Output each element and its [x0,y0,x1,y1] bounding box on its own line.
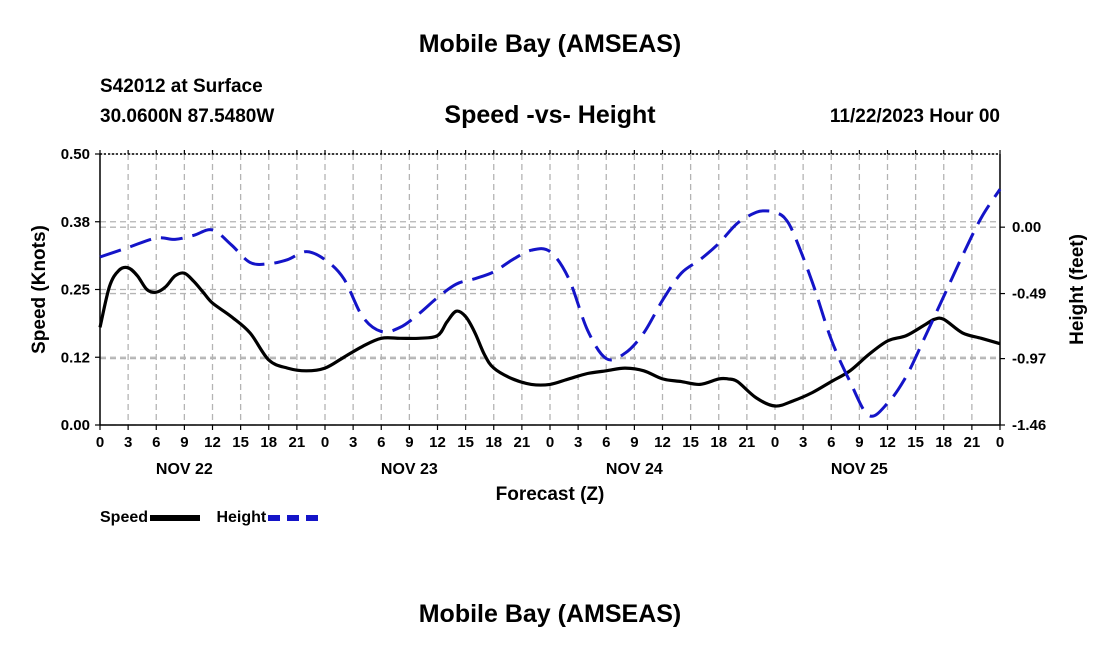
next-chart-title: Mobile Bay (AMSEAS) [418,600,682,628]
x-tick-label: 0 [321,434,329,451]
x-tick-label: 9 [180,434,188,451]
x-tick-label: 9 [855,434,863,451]
x-day-label: NOV 23 [381,461,438,478]
x-tick-label: 18 [710,434,727,451]
x-tick-label: 18 [260,434,277,451]
station-label: S42012 at Surface [100,76,263,97]
x-tick-label: 0 [996,434,1004,451]
x-tick-label: 9 [630,434,638,451]
y-tick-label: 0.12 [61,349,90,366]
x-tick-label: 15 [907,434,924,451]
x-tick-label: 15 [457,434,474,451]
x-tick-label: 18 [485,434,502,451]
height-series-line [99,188,1002,418]
y-tick-label: 0.38 [61,214,90,231]
x-tick-label: 6 [152,434,160,451]
x-tick-label: 15 [682,434,699,451]
chart-legend: Speed Height [100,509,330,527]
y2-tick-label: -0.97 [1012,351,1046,368]
x-tick-label: 0 [546,434,554,451]
forecast-datetime: 11/22/2023 Hour 00 [829,106,1000,127]
y2-tick-label: -1.46 [1012,417,1046,434]
x-tick-label: 6 [377,434,385,451]
station-coordinates: 30.0600N 87.5480W [100,106,275,127]
chart-subtitle: Speed -vs- Height [444,101,656,129]
y2-tick-label: -0.49 [1012,286,1046,303]
x-tick-label: 3 [124,434,132,451]
legend-height-swatch [268,515,319,521]
y-tick-label: 0.00 [61,417,90,434]
legend-speed-swatch [150,515,201,521]
legend-speed-label: Speed [100,509,149,526]
x-tick-label: 15 [232,434,249,451]
x-tick-label: 21 [514,434,531,451]
y-tick-label: 0.25 [61,282,90,299]
x-axis-title: Forecast (Z) [496,484,605,505]
y-tick-label: 0.50 [61,146,90,163]
x-tick-label: 12 [654,434,671,451]
x-tick-label: 0 [771,434,779,451]
speed-series-line [98,265,1001,408]
x-tick-label: 6 [827,434,835,451]
x-tick-label: 12 [204,434,221,451]
x-day-label: NOV 22 [156,461,213,478]
x-tick-label: 12 [429,434,446,451]
y2-tick-label: 0.00 [1012,219,1041,236]
x-tick-label: 6 [602,434,610,451]
x-tick-label: 18 [935,434,952,451]
x-tick-label: 3 [349,434,357,451]
x-tick-label: 21 [289,434,306,451]
legend-height-label: Height [216,509,267,526]
chart-main-title: Mobile Bay (AMSEAS) [418,30,682,58]
x-tick-label: 21 [739,434,756,451]
y-axis-title: Speed (Knots) [29,225,50,354]
x-tick-label: 9 [405,434,413,451]
y2-axis-title: Height (feet) [1067,234,1088,345]
x-tick-label: 12 [879,434,896,451]
x-tick-label: 3 [574,434,582,451]
x-tick-label: 0 [96,434,104,451]
x-day-label: NOV 25 [831,461,888,478]
x-tick-label: 21 [964,434,981,451]
x-day-label: NOV 24 [606,461,663,478]
x-tick-label: 3 [799,434,807,451]
